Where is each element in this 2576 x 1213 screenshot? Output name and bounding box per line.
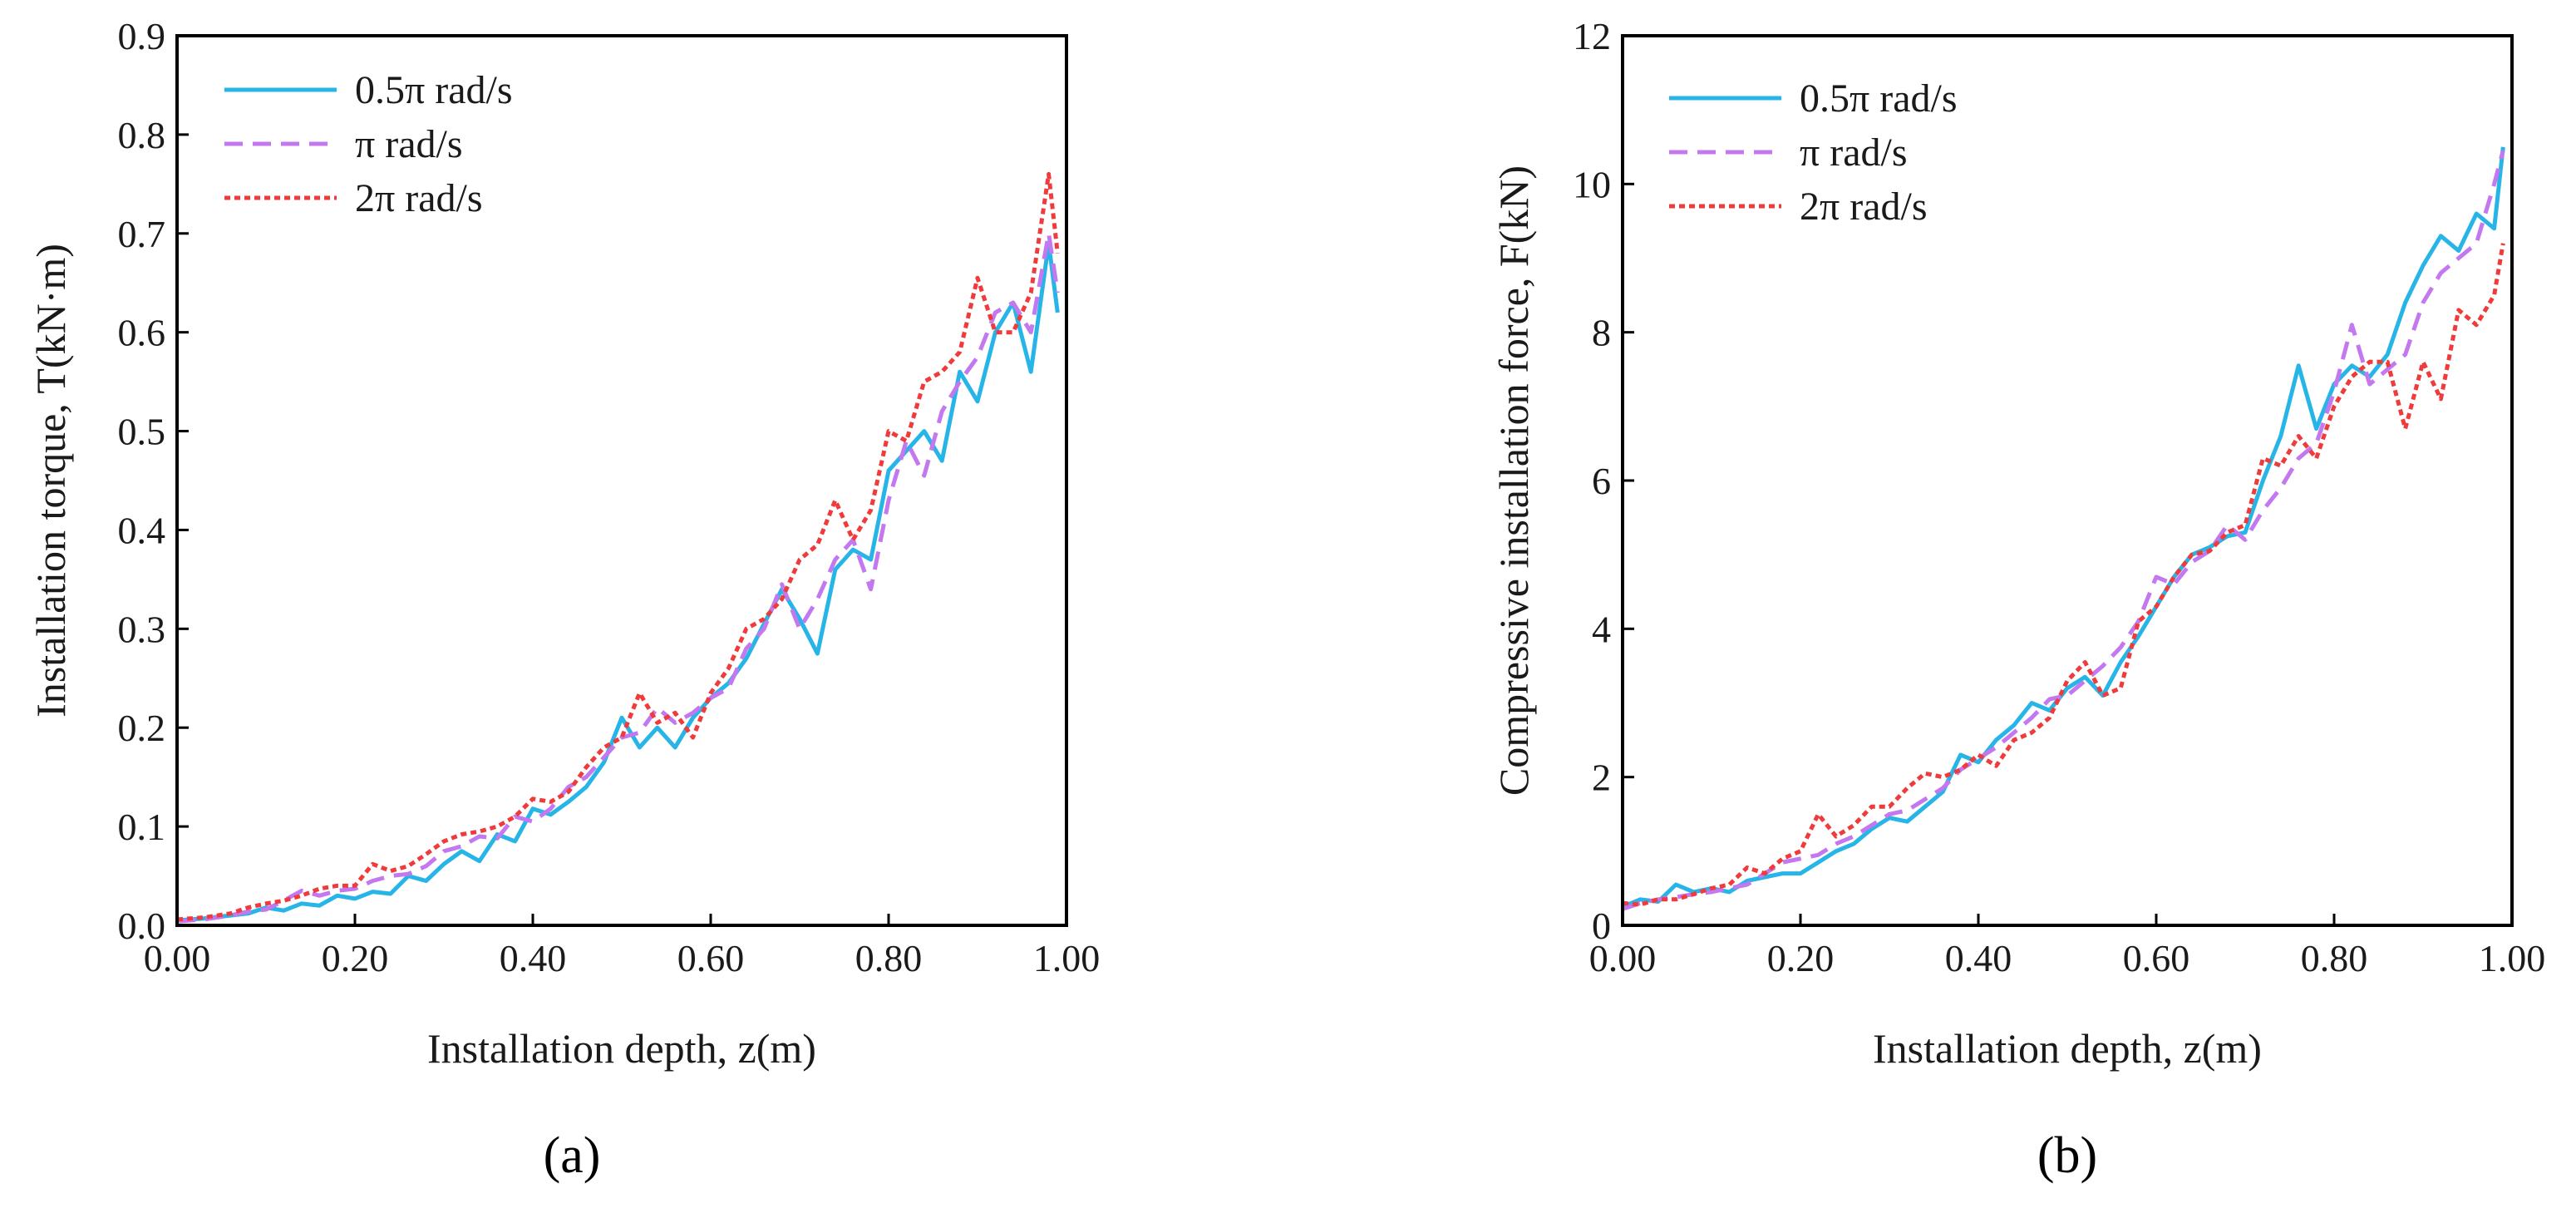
y-tick-label: 0.0 <box>118 905 166 947</box>
x-tick-label: 1.00 <box>1033 937 1101 979</box>
series-line-1 <box>1623 146 2505 910</box>
y-tick-label: 0 <box>1592 905 1611 947</box>
y-tick-label: 0.4 <box>118 509 166 551</box>
legend-label-2: π rad/s <box>1800 131 1908 175</box>
y-axis-title: Installation torque, T(kN·m) <box>27 244 74 717</box>
y-tick-label: 12 <box>1573 15 1611 57</box>
x-tick-label: 0.00 <box>1589 937 1657 979</box>
y-tick-label: 0.5 <box>118 411 166 453</box>
y-tick-label: 0.7 <box>118 213 166 255</box>
y-tick-label: 10 <box>1573 163 1611 205</box>
x-tick-label: 0.20 <box>322 937 389 979</box>
x-tick-label: 0.80 <box>855 937 923 979</box>
y-tick-label: 0.2 <box>118 707 166 749</box>
legend-label-1: 0.5π rad/s <box>355 68 513 112</box>
y-tick-label: 6 <box>1592 460 1611 502</box>
x-tick-label: 0.80 <box>2301 937 2368 979</box>
chart-panel-b: 0.00 0.20 0.40 0.60 0.80 1.00 0 2 4 6 8 10 12 Install… <box>1490 15 2545 1072</box>
panel-label-a: (a) <box>544 1127 601 1184</box>
x-axis-title: Installation depth, z(m) <box>427 1025 816 1072</box>
panel-label-b: (b) <box>2037 1127 2097 1184</box>
y-tick-label: 8 <box>1592 312 1611 354</box>
legend-label-3: 2π rad/s <box>355 176 483 220</box>
legend-label-1: 0.5π rad/s <box>1800 76 1958 121</box>
series-line-3 <box>1623 243 2505 907</box>
y-tick-label: 0.1 <box>118 806 166 848</box>
y-tick-label: 4 <box>1592 608 1611 650</box>
y-axis-title: Compressive installation force, F(kN) <box>1490 165 1537 796</box>
x-tick-label: 0.40 <box>500 937 567 979</box>
y-tick-label: 0.8 <box>118 114 166 156</box>
x-tick-label: 1.00 <box>2479 937 2546 979</box>
y-tick-label: 0.3 <box>118 608 166 650</box>
y-tick-label: 0.9 <box>118 15 166 57</box>
legend-label-2: π rad/s <box>355 122 463 166</box>
x-tick-label: 0.60 <box>677 937 745 979</box>
y-tick-label: 2 <box>1592 757 1611 799</box>
series-line-3 <box>177 171 1060 922</box>
x-tick-label: 0.20 <box>1767 937 1835 979</box>
series-line-2 <box>177 231 1060 924</box>
x-tick-label: 0.40 <box>1945 937 2012 979</box>
legend-label-3: 2π rad/s <box>1800 185 1928 229</box>
chart-panel-a: 0.00 0.20 0.40 0.60 0.80 1.00 0.0 0.1 0.2 0.3 0.4 0… <box>27 15 1100 1072</box>
series-line-1 <box>177 241 1060 923</box>
y-tick-label: 0.6 <box>118 312 166 354</box>
x-tick-label: 0.00 <box>144 937 211 979</box>
x-tick-label: 0.60 <box>2123 937 2190 979</box>
x-axis-title: Installation depth, z(m) <box>1873 1025 2262 1072</box>
plot-frame <box>175 34 1068 927</box>
